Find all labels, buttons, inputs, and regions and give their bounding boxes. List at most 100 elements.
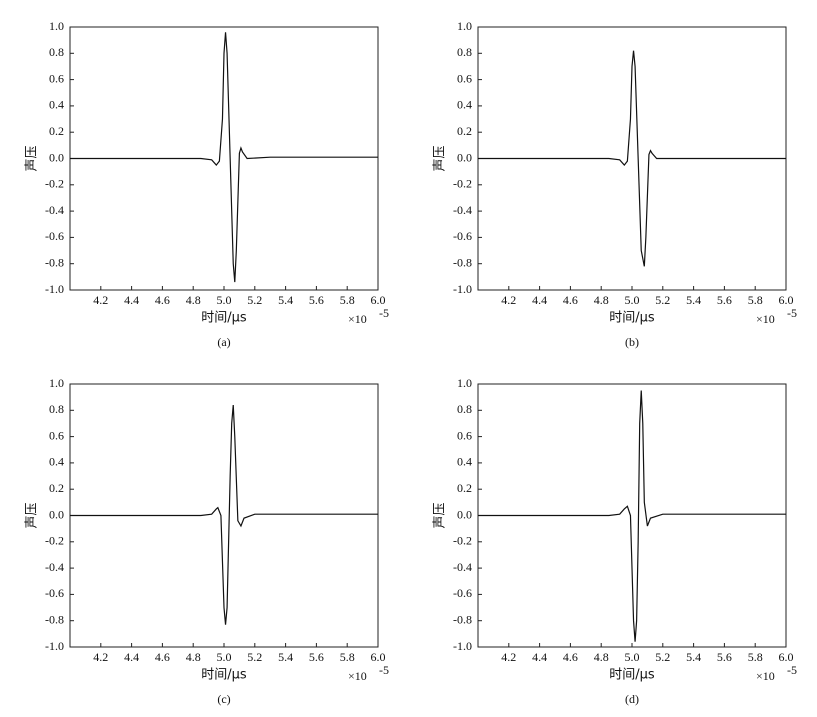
y-tick-label: -0.2 [453,177,472,191]
waveform [478,50,786,267]
x-multiplier: ×10 [348,312,367,326]
x-tick-label: 4.8 [594,293,609,307]
x-tick-label: 6.0 [779,293,794,307]
x-tick-label: 5.8 [748,293,763,307]
x-multiplier-exponent: -5 [379,306,389,320]
x-tick-label: 5.4 [278,293,293,307]
x-tick-label: 5.0 [625,650,640,664]
x-multiplier: ×10 [756,312,775,326]
y-tick-label: -0.2 [45,534,64,548]
y-tick-label: 0.8 [457,45,472,59]
x-tick-label: 5.2 [247,650,262,664]
subplot: 4.2 4.4 4.6 4.8 5.0 5.2 5.4 5.6 5.8 6.0 1.0 0.8 0.6 0… [25,376,390,706]
y-tick-label: -0.6 [45,586,64,600]
x-tick-label: 4.4 [532,293,547,307]
x-tick-label: 5.0 [625,293,640,307]
y-tick-label: -1.0 [453,639,472,653]
x-tick-label: 5.4 [686,650,701,664]
x-tick-label: 4.2 [93,293,108,307]
x-tick-label: 4.6 [155,293,170,307]
y-tick-label: 0.2 [457,124,472,138]
y-axis-label: 声压 [433,145,448,171]
y-tick-label: 1.0 [457,376,472,390]
y-tick-label: -0.6 [45,229,64,243]
x-tick-label: 4.2 [501,293,516,307]
x-tick-label: 4.4 [124,293,139,307]
x-tick-label: 6.0 [371,293,386,307]
x-multiplier: ×10 [756,669,775,683]
x-tick-label: 4.4 [124,650,139,664]
y-axis-label: 声压 [25,502,40,528]
y-axis-label: 声压 [433,502,448,528]
caption: (b) [625,335,639,349]
x-tick-label: 4.8 [594,650,609,664]
y-tick-label: -1.0 [453,282,472,296]
subplot: 4.2 4.4 4.6 4.8 5.0 5.2 5.4 5.6 5.8 6.0 1.0 0.8 0.6 0… [433,376,798,706]
y-tick-label: -0.8 [453,255,472,269]
x-tick-label: 5.6 [309,293,324,307]
x-tick-label: 5.0 [217,293,232,307]
y-tick-label: -0.8 [45,612,64,626]
x-tick-label: 4.8 [186,650,201,664]
y-tick-label: -0.2 [453,534,472,548]
y-tick-label: 0.0 [49,150,64,164]
y-tick-label: 0.2 [49,124,64,138]
subplot: 4.2 4.4 4.6 4.8 5.0 5.2 5.4 5.6 5.8 6.0 1.0 0.8 0.6 0… [433,19,798,349]
x-tick-label: 5.4 [686,293,701,307]
x-tick-label: 5.2 [655,650,670,664]
y-tick-label: 0.6 [49,71,64,85]
x-axis-label: 时间/μs [201,311,247,326]
y-tick-label: -0.6 [453,229,472,243]
x-multiplier-exponent: -5 [379,663,389,677]
y-tick-label: 0.4 [457,455,472,469]
caption: (a) [217,335,230,349]
x-tick-label: 4.4 [532,650,547,664]
x-tick-label: 5.6 [717,650,732,664]
y-tick-label: 0.6 [457,428,472,442]
x-axis-label: 时间/μs [609,668,655,683]
y-tick-label: 0.8 [49,402,64,416]
y-tick-label: -0.8 [453,612,472,626]
x-multiplier: ×10 [348,669,367,683]
y-tick-label: 0.4 [457,98,472,112]
y-tick-label: 0.8 [457,402,472,416]
y-tick-label: -0.4 [45,560,64,574]
y-tick-label: 0.4 [49,455,64,469]
x-tick-label: 6.0 [371,650,386,664]
y-tick-label: -0.4 [45,203,64,217]
y-axis-label: 声压 [25,145,40,171]
y-tick-label: -0.2 [45,177,64,191]
x-tick-label: 5.6 [309,650,324,664]
x-tick-label: 4.6 [563,650,578,664]
subplot: 4.2 4.4 4.6 4.8 5.0 5.2 5.4 5.6 5.8 6.0 1.0 0.8 0.6 0… [25,19,390,349]
y-tick-label: -1.0 [45,639,64,653]
y-tick-label: 1.0 [457,19,472,33]
y-tick-label: 0.0 [457,507,472,521]
y-tick-label: 0.6 [49,428,64,442]
x-tick-label: 4.6 [563,293,578,307]
waveform [478,390,786,642]
x-tick-label: 5.8 [748,650,763,664]
y-tick-label: -0.4 [453,203,472,217]
x-tick-label: 5.2 [655,293,670,307]
y-tick-label: -1.0 [45,282,64,296]
x-tick-label: 4.8 [186,293,201,307]
y-tick-label: 0.6 [457,71,472,85]
caption: (c) [217,692,230,706]
y-tick-label: -0.4 [453,560,472,574]
y-tick-label: -0.8 [45,255,64,269]
x-tick-label: 4.2 [501,650,516,664]
waveform [70,404,378,625]
y-tick-label: -0.6 [453,586,472,600]
y-tick-label: 1.0 [49,376,64,390]
caption: (d) [625,692,639,706]
y-tick-label: 0.2 [457,481,472,495]
y-tick-label: 0.8 [49,45,64,59]
x-tick-label: 5.8 [340,293,355,307]
x-multiplier-exponent: -5 [787,663,797,677]
waveform [70,32,378,283]
y-tick-label: 0.0 [457,150,472,164]
y-tick-label: 0.4 [49,98,64,112]
x-axis-label: 时间/μs [201,668,247,683]
